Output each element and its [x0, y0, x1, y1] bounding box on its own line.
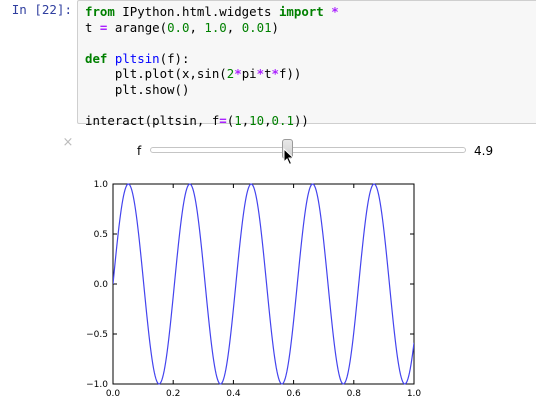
plot-frame — [112, 183, 415, 385]
code-line-4: def pltsin(f): — [85, 50, 190, 66]
x-tick-label: 0.8 — [347, 389, 362, 399]
x-tick-label: 0.6 — [286, 389, 301, 399]
code-line-1: from IPython.html.widgets import * — [85, 4, 339, 19]
code-line-5: plt.plot(x,sin(2*pi*t*f)) — [85, 66, 302, 81]
slider-value-readout: 4.9 — [474, 144, 494, 158]
slider-track[interactable] — [150, 147, 466, 153]
code-editor[interactable]: from IPython.html.widgets import * t = a… — [85, 4, 339, 128]
arrow-cursor-icon — [283, 148, 295, 166]
code-cell[interactable]: from IPython.html.widgets import * t = a… — [77, 0, 536, 128]
x-tick-label: 0.0 — [106, 389, 121, 399]
y-tick-label: 0.5 — [94, 230, 108, 240]
y-tick-label: 0.0 — [94, 280, 109, 290]
op-star: * — [331, 4, 339, 19]
input-prompt: In [22]: — [11, 2, 72, 17]
kw-from: from — [85, 4, 115, 19]
y-tick-label: −0.5 — [86, 330, 108, 340]
y-tick-label: −1.0 — [86, 380, 108, 390]
slider-label: f — [137, 144, 142, 158]
kw-import: import — [278, 4, 324, 19]
sine-series-line — [113, 183, 414, 385]
code-line-8: interact(pltsin, f=(1,10,0.1)) — [85, 112, 309, 128]
x-tick-label: 0.4 — [226, 389, 241, 399]
code-line-6: plt.show() — [85, 81, 190, 97]
widget-close-icon[interactable]: × — [62, 135, 74, 150]
code-line-2: t = arange(0.0, 1.0, 0.01) — [85, 19, 280, 35]
y-tick-label: 1.0 — [94, 180, 109, 190]
x-tick-label: 0.2 — [166, 389, 180, 399]
x-tick-label: 1.0 — [407, 389, 422, 399]
